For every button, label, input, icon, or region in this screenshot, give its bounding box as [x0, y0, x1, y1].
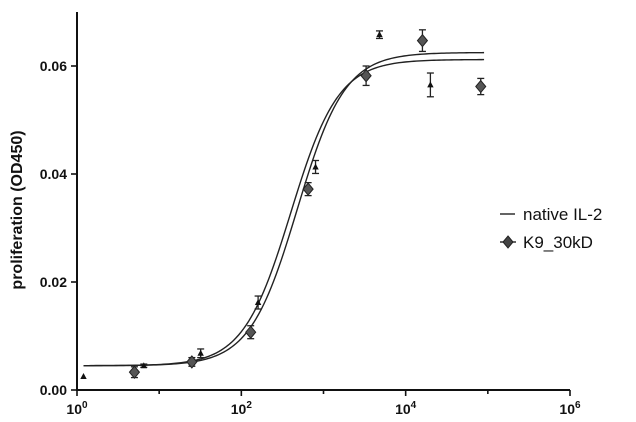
y-tick-label: 0.06	[40, 58, 67, 74]
diamond-marker	[417, 35, 427, 47]
diamond-marker	[246, 326, 256, 338]
triangle-marker	[427, 81, 433, 87]
native-il2-data-point	[197, 349, 204, 358]
fit-curve	[84, 53, 485, 366]
y-tick-label: 0.00	[40, 382, 67, 398]
y-tick-label: 0.04	[40, 166, 67, 182]
x-tick-label: 106	[559, 400, 581, 417]
x-tick-label: 104	[395, 400, 417, 417]
legend-diamond-marker	[503, 236, 513, 248]
x-tick-label: 102	[231, 400, 253, 417]
k9-data-point	[417, 30, 427, 52]
k9-data-point	[187, 356, 197, 368]
y-ticks: 0.00 0.02 0.04 0.06	[40, 58, 77, 398]
legend-label-k9-30kd: K9_30kD	[523, 233, 593, 252]
triangle-marker	[312, 163, 318, 169]
k9-data-point	[129, 366, 139, 378]
k9-data-point	[476, 78, 486, 94]
legend-entry-k9-30kd: K9_30kD	[500, 233, 593, 252]
data-points	[80, 30, 485, 379]
native-il2-data-point	[427, 73, 434, 97]
native-il2-data-point	[80, 373, 86, 379]
native-il2-data-point	[312, 161, 319, 174]
y-axis-title: proliferation (OD450)	[9, 130, 26, 289]
y-tick-label: 0.02	[40, 274, 67, 290]
x-tick-label: 100	[66, 400, 88, 417]
fit-curves	[84, 53, 485, 366]
legend-label-native-il2: native IL-2	[523, 205, 602, 224]
x-ticks: 100 102 104 106	[66, 390, 581, 417]
triangle-marker	[376, 31, 382, 37]
native-il2-data-point	[376, 31, 383, 39]
diamond-marker	[129, 366, 139, 378]
diamond-marker	[476, 81, 486, 93]
triangle-marker	[197, 350, 203, 356]
fit-curve	[84, 60, 485, 366]
k9-data-point	[361, 66, 371, 85]
k9-data-point	[246, 326, 256, 339]
legend: native IL-2 K9_30kD	[500, 205, 602, 252]
legend-entry-native-il2: native IL-2	[500, 205, 602, 224]
triangle-marker	[80, 373, 86, 379]
